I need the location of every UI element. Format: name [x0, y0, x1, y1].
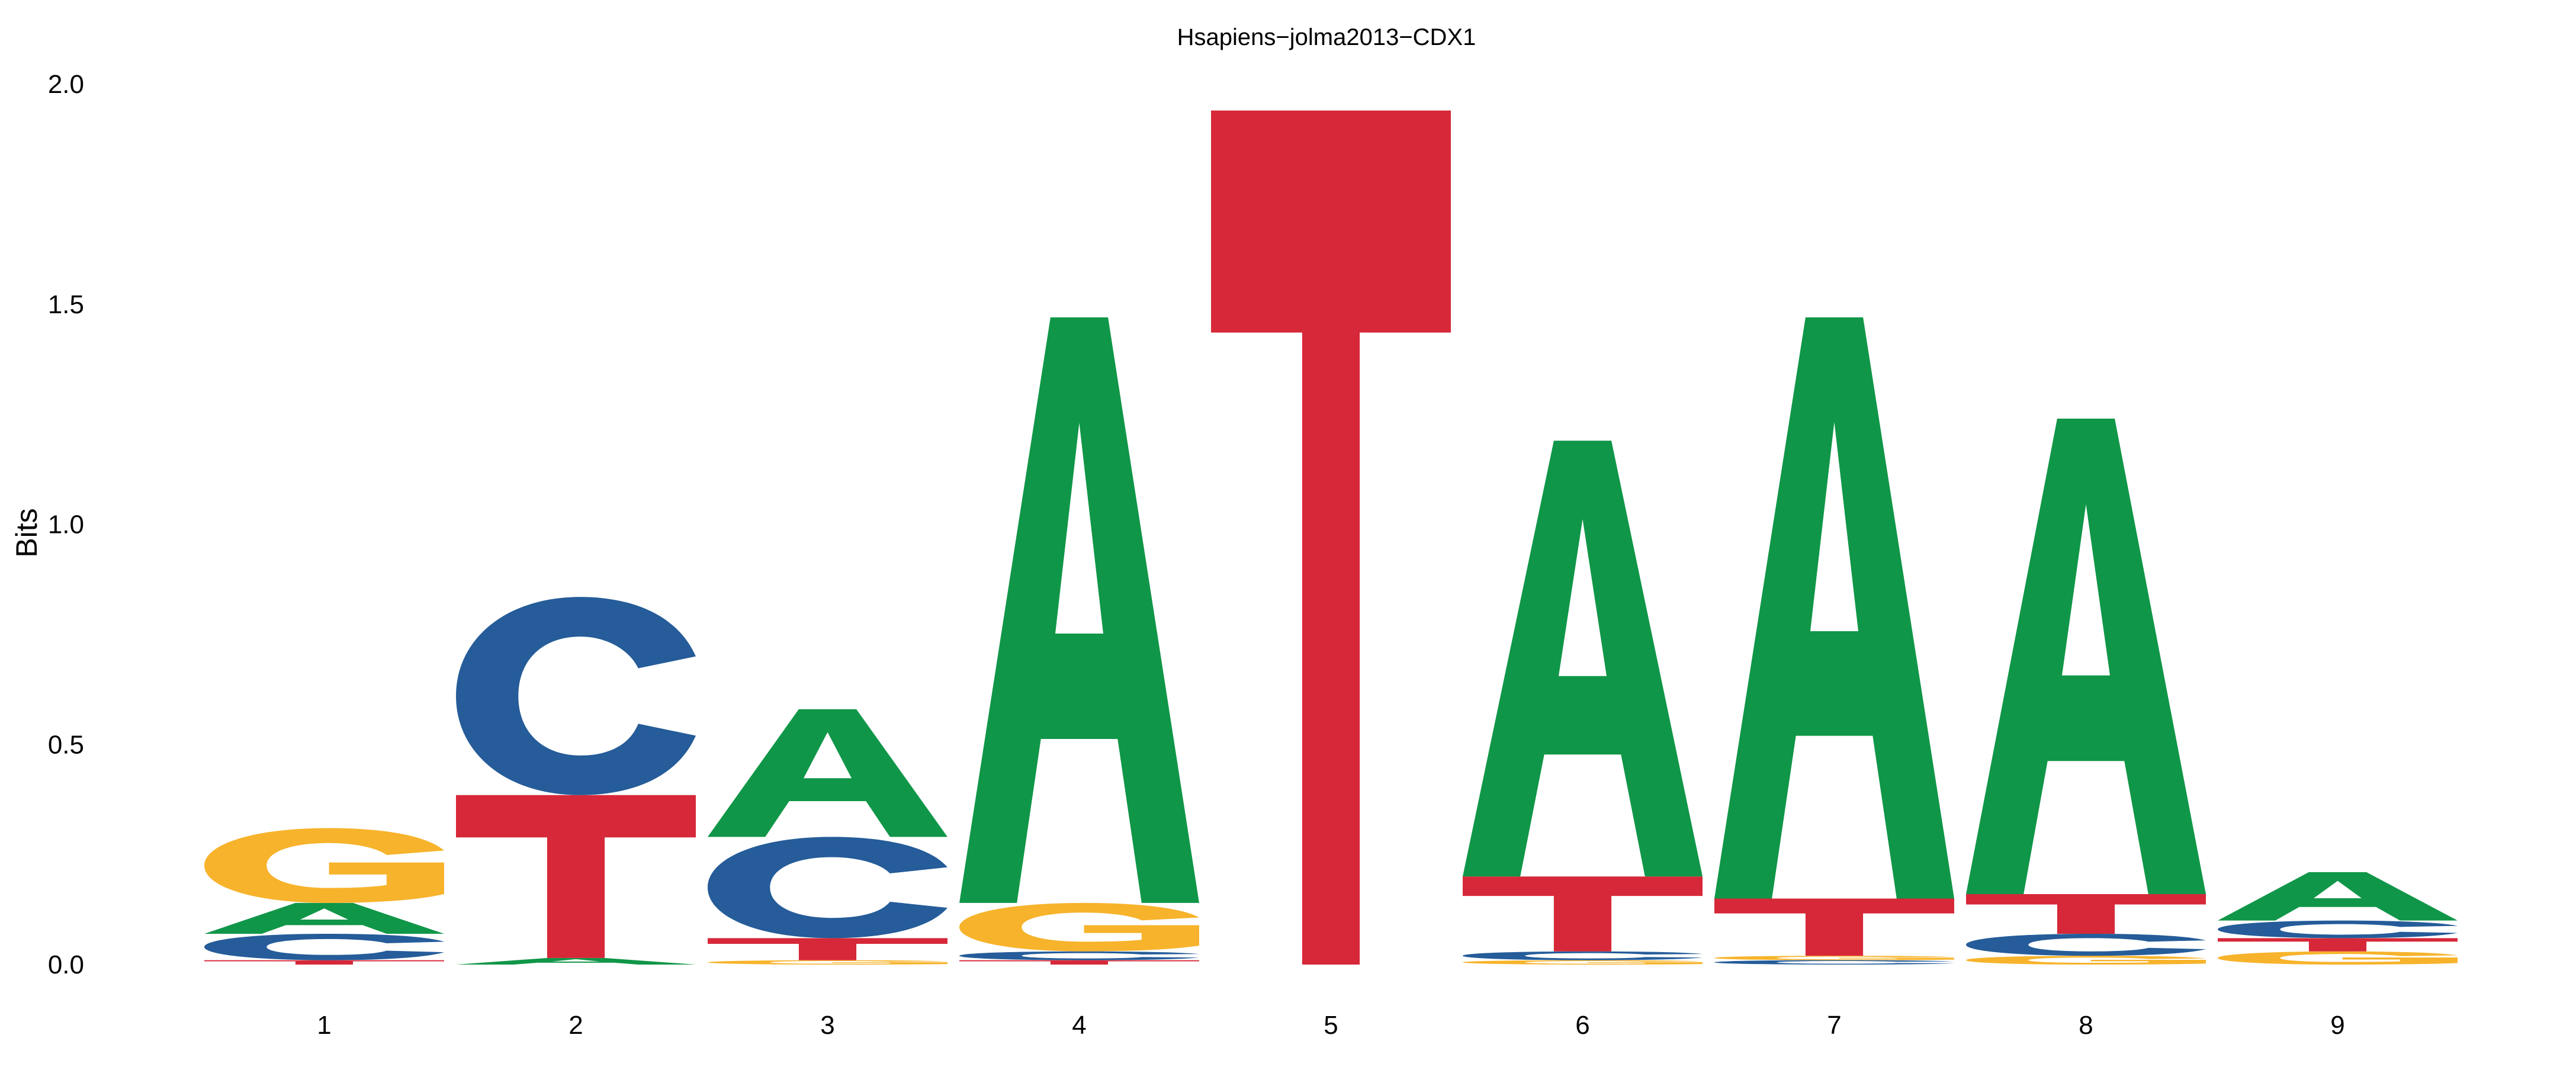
letter-C-pos-7: [1714, 960, 1954, 965]
position-8-stack: [1966, 419, 2206, 965]
position-6-stack: [1463, 441, 1703, 965]
letter-C-pos-1: [204, 933, 444, 960]
letter-T-pos-5: [1211, 110, 1451, 965]
x-tick-label: 7: [1827, 1011, 1841, 1040]
letter-C-pos-9: [2218, 920, 2458, 939]
letter-T-pos-4: [959, 960, 1199, 965]
x-tick-label: 2: [568, 1011, 583, 1040]
position-1-stack: [204, 828, 444, 965]
y-tick-label: 1.0: [48, 510, 84, 539]
letter-G-pos-4: [959, 902, 1199, 952]
x-tick-label: 8: [2079, 1011, 2093, 1040]
letter-T-pos-8: [1966, 894, 2206, 934]
letter-T-pos-2: [456, 795, 696, 958]
x-axis-ticks: 1 2 3 4 5 6 7 8 9: [317, 1011, 2344, 1040]
x-tick-label: 4: [1072, 1011, 1086, 1040]
letter-G-pos-7: [1714, 956, 1954, 960]
letter-T-pos-1: [204, 960, 444, 965]
position-5-stack: [1211, 110, 1451, 965]
letter-A-pos-2: [456, 957, 696, 965]
x-tick-label: 3: [820, 1011, 834, 1040]
letter-G-pos-6: [1463, 960, 1703, 965]
letter-C-pos-8: [1966, 933, 2206, 956]
position-3-stack: [708, 709, 947, 965]
letter-A-pos-8: [1966, 419, 2206, 895]
letter-C-pos-3: [708, 837, 947, 939]
position-7-stack: [1714, 317, 1954, 965]
position-9-stack: [2218, 872, 2458, 965]
letter-G-pos-1: [204, 828, 444, 903]
letter-A-pos-9: [2218, 872, 2458, 921]
letter-C-pos-6: [1463, 951, 1703, 960]
y-tick-label: 1.5: [48, 290, 84, 319]
letter-T-pos-9: [2218, 938, 2458, 952]
letter-T-pos-6: [1463, 876, 1703, 952]
letter-C-pos-4: [959, 951, 1199, 960]
x-tick-label: 9: [2330, 1011, 2344, 1040]
letter-A-pos-1: [204, 902, 444, 934]
letter-A-pos-3: [708, 709, 947, 837]
chart-title: Hsapiens−jolma2013−CDX1: [1177, 24, 1476, 50]
position-4-stack: [959, 317, 1199, 965]
x-tick-label: 5: [1324, 1011, 1338, 1040]
letter-T-pos-7: [1714, 898, 1954, 956]
letter-T-pos-3: [708, 938, 947, 960]
position-2-stack: [456, 597, 696, 965]
y-tick-label: 2.0: [48, 70, 84, 99]
y-tick-label: 0.5: [48, 730, 84, 759]
x-tick-label: 1: [317, 1011, 331, 1040]
letter-A-pos-7: [1714, 317, 1954, 899]
y-axis-ticks: 0.0 0.5 1.0 1.5 2.0: [48, 70, 84, 979]
letter-G-pos-8: [1966, 956, 2206, 965]
letter-A-pos-4: [959, 317, 1199, 903]
letter-A-pos-6: [1463, 441, 1703, 877]
letter-G-pos-3: [708, 960, 947, 965]
letter-G-pos-9: [2218, 951, 2458, 965]
letter-stacks: [204, 110, 2458, 965]
x-tick-label: 6: [1575, 1011, 1589, 1040]
y-axis-label: Bits: [10, 508, 43, 557]
y-tick-label: 0.0: [48, 950, 84, 979]
letter-C-pos-2: [456, 597, 696, 795]
